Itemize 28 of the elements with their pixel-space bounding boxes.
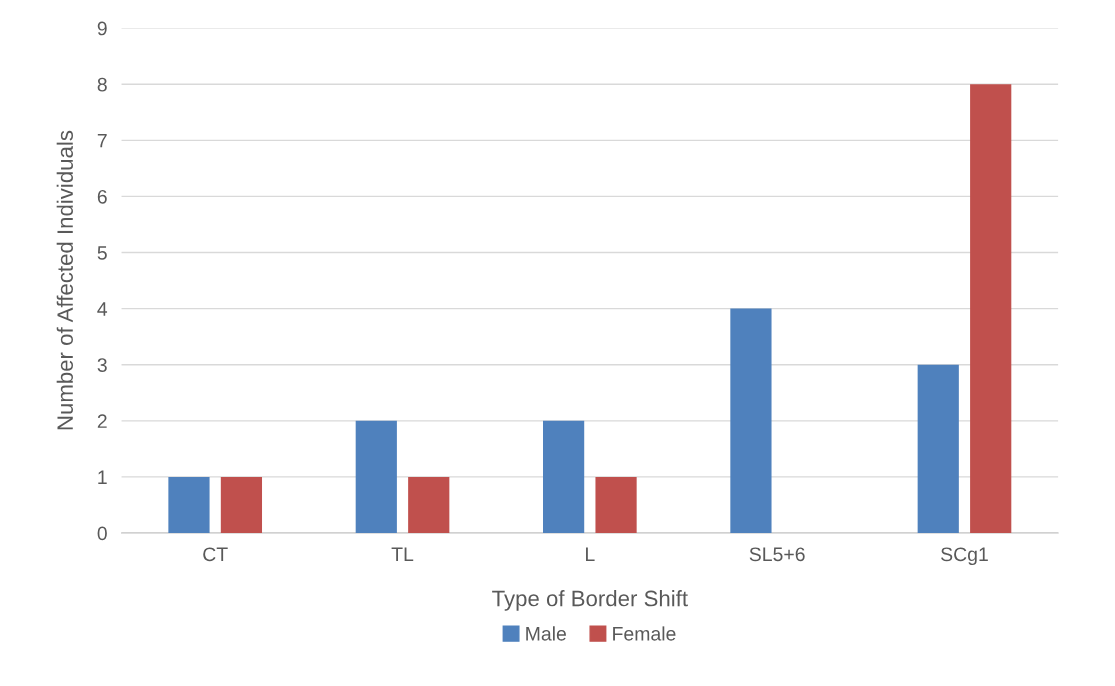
y-axis-title: Number of Affected Individuals [56,130,73,430]
y-tick-label: 1 [98,470,107,484]
y-tick-label: 2 [97,414,107,428]
bar [595,476,637,534]
x-tick-label: TL [391,547,414,561]
bar [408,476,450,534]
x-axis-title: Type of Border Shift [492,590,688,611]
y-tick-label: 5 [97,246,107,260]
x-tick-label: CT [203,547,228,562]
y-tick-label: 8 [97,77,107,92]
bar [168,476,210,534]
legend-label: Male [526,626,566,641]
x-tick-label: SCg1 [941,547,988,566]
legend-label: Female [613,626,676,641]
x-tick-label: L [586,547,595,561]
bar [543,420,585,534]
bar [730,308,772,534]
y-tick-label: 4 [97,302,108,316]
y-tick-label: 9 [97,21,107,36]
y-tick-label: 7 [97,133,107,148]
bar [970,84,1012,534]
x-tick-label: SL5+6 [749,547,805,562]
y-tick-label: 3 [97,358,107,372]
y-tick-label: 6 [97,189,107,204]
bar [220,476,263,534]
bar [917,364,959,534]
y-tick-label: 0 [97,526,107,541]
bar [355,420,397,534]
